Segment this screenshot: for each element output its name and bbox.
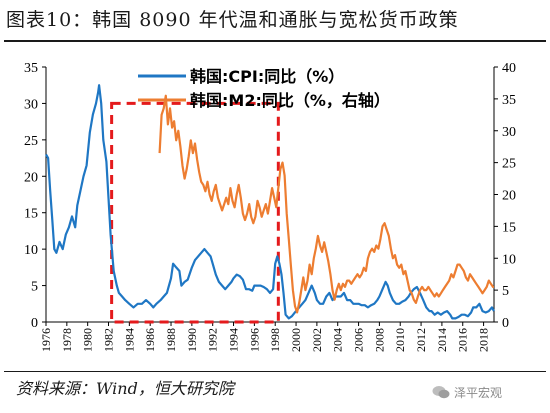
x-tick-label: 2006 <box>352 328 366 352</box>
x-tick-label: 1986 <box>143 328 157 352</box>
y-right-tick-label: 30 <box>502 125 516 140</box>
highlight-box-layer <box>110 101 280 324</box>
x-tick-label: 1998 <box>268 328 282 352</box>
watermark: 泽平宏观 <box>432 380 542 404</box>
series-layer <box>45 84 495 320</box>
y-right-tick-label: 35 <box>502 93 516 108</box>
x-tick-label: 1982 <box>102 328 116 352</box>
x-tick-label: 2004 <box>331 328 345 352</box>
y-left-tick-label: 5 <box>31 280 38 295</box>
x-tick-label: 2016 <box>456 328 470 352</box>
x-tick-label: 1992 <box>206 328 220 352</box>
title-rule <box>4 40 546 42</box>
x-tick-label: 1990 <box>185 328 199 352</box>
y-right-tick-label: 40 <box>502 61 516 76</box>
y-left-tick-label: 35 <box>24 61 38 76</box>
y-right-tick-label: 0 <box>502 316 509 331</box>
legend-label-m2: 韩国:M2:同比（%，右轴） <box>190 91 390 110</box>
x-tick-label: 1976 <box>39 328 53 352</box>
x-tick-label: 2012 <box>414 328 428 352</box>
x-tick-label: 2010 <box>393 328 407 352</box>
x-tick-label: 2002 <box>310 328 324 352</box>
legend-label-cpi: 韩国:CPI:同比（%） <box>190 67 344 86</box>
x-tick-label: 1996 <box>247 328 261 352</box>
x-tick-label: 1994 <box>227 328 241 352</box>
y-left-tick-label: 25 <box>24 134 38 149</box>
wechat-icon <box>432 386 450 399</box>
source-note: 资料来源：Wind，恒大研究院 <box>16 379 234 398</box>
source-rule <box>4 371 546 372</box>
chart-title: 图表10：韩国 8090 年代温和通胀与宽松货币政策 <box>6 9 459 31</box>
x-tick-label: 1984 <box>122 328 136 352</box>
y-left-tick-label: 10 <box>24 243 38 258</box>
x-tick-label: 2014 <box>435 328 449 352</box>
x-tick-label: 1988 <box>164 328 178 352</box>
chart-canvas: 0 5 10 15 20 25 30 35 0 5 10 15 20 25 30 35 40 1976 1978 19… <box>24 61 516 352</box>
legend: 韩国:CPI:同比（%） 韩国:M2:同比（%，右轴） <box>138 67 390 110</box>
x-tick-label: 1980 <box>81 328 95 352</box>
x-tick-label: 2008 <box>372 328 386 352</box>
y-left-tick-label: 20 <box>24 170 38 185</box>
watermark-text: 泽平宏观 <box>454 385 503 400</box>
y-right-tick-label: 15 <box>502 220 516 235</box>
y-left-tick-label: 0 <box>31 316 38 331</box>
y-right-tick-label: 20 <box>502 189 516 204</box>
x-tick-label: 2018 <box>477 328 491 352</box>
m2-series-line <box>158 94 495 314</box>
y-left-tick-label: 15 <box>24 207 38 222</box>
y-right-tick-label: 5 <box>502 284 509 299</box>
axes: 0 5 10 15 20 25 30 35 0 5 10 15 20 25 30 35 40 1976 1978 19… <box>24 61 516 352</box>
x-tick-label: 1978 <box>60 328 74 352</box>
y-left-tick-label: 30 <box>24 97 38 112</box>
highlight-box <box>110 101 280 324</box>
y-right-tick-label: 10 <box>502 252 516 267</box>
x-tick-label: 2000 <box>289 328 303 352</box>
y-right-tick-label: 25 <box>502 157 516 172</box>
